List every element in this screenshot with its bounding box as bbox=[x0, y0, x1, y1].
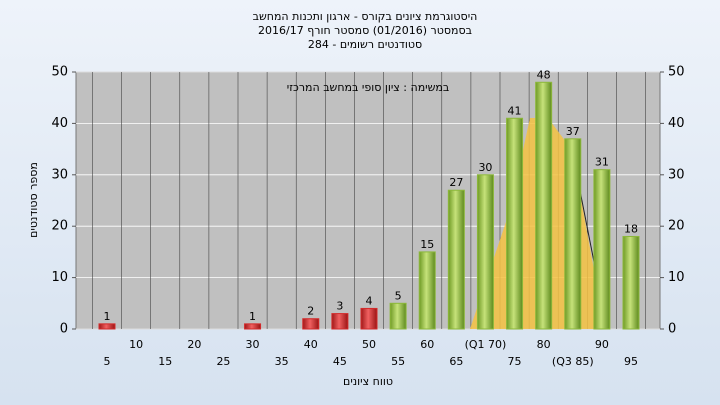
value-label: 5 bbox=[395, 289, 402, 302]
x-tick-label: 45 bbox=[333, 355, 347, 368]
x-tick-label: 90 bbox=[595, 338, 609, 351]
y2-tick-label: 10 bbox=[668, 270, 685, 285]
y2-tick-label: 40 bbox=[668, 116, 685, 131]
y2-tick-label: 50 bbox=[668, 65, 685, 80]
bar bbox=[593, 169, 611, 330]
x-tick-label: 30 bbox=[246, 338, 260, 351]
y-tick-label: 30 bbox=[51, 167, 68, 182]
bar bbox=[389, 302, 407, 330]
value-label: 27 bbox=[449, 176, 463, 189]
x-tick-label: 10 bbox=[129, 338, 143, 351]
y2-tick-label: 0 bbox=[668, 322, 676, 337]
y2-tick-label: 30 bbox=[668, 167, 685, 182]
y-tick-label: 20 bbox=[51, 219, 68, 234]
bar bbox=[418, 251, 436, 330]
bar bbox=[331, 313, 349, 330]
value-label: 1 bbox=[249, 310, 256, 323]
x-tick-label: 65 bbox=[449, 355, 463, 368]
x-tick-label: (Q1 70) bbox=[465, 338, 507, 351]
x-tick-label: 60 bbox=[420, 338, 434, 351]
y-tick-label: 40 bbox=[51, 116, 68, 131]
bar bbox=[302, 318, 320, 330]
bar bbox=[447, 189, 465, 330]
y-tick-label: 50 bbox=[51, 65, 68, 80]
bar bbox=[564, 138, 582, 330]
bar bbox=[476, 174, 494, 330]
value-label: 18 bbox=[624, 222, 638, 235]
x-tick-label: 75 bbox=[508, 355, 522, 368]
x-tick-label: 5 bbox=[104, 355, 111, 368]
x-tick-label: 95 bbox=[624, 355, 638, 368]
x-tick-label: 20 bbox=[187, 338, 201, 351]
annotation: במשימה : ציון סופי במחשב המרכזי bbox=[287, 81, 450, 94]
x-tick-label: 25 bbox=[216, 355, 230, 368]
y-tick-label: 0 bbox=[60, 322, 68, 337]
value-label: 1 bbox=[104, 310, 111, 323]
bar bbox=[98, 323, 116, 330]
x-tick-label: 55 bbox=[391, 355, 405, 368]
x-tick-label: 50 bbox=[362, 338, 376, 351]
x-tick-label: 15 bbox=[158, 355, 172, 368]
title-line: בסמסטר (01/2016) סמסטר חורף 2016/17 bbox=[258, 24, 472, 37]
bar bbox=[535, 81, 553, 330]
x-axis-label: טווח ציונים bbox=[343, 375, 393, 388]
value-label: 48 bbox=[537, 68, 551, 81]
value-label: 37 bbox=[566, 125, 580, 138]
title-line: סטודנטים רשומים - 284 bbox=[308, 38, 422, 51]
y-tick-label: 10 bbox=[51, 270, 68, 285]
value-label: 3 bbox=[336, 300, 343, 313]
value-label: 2 bbox=[307, 305, 314, 318]
bar bbox=[506, 117, 524, 330]
value-label: 30 bbox=[478, 161, 492, 174]
value-label: 15 bbox=[420, 238, 434, 251]
x-tick-label: (Q3 85) bbox=[552, 355, 594, 368]
title-line: היסטוגרמת ציונים בקורס - ארגון ותכנות המ… bbox=[253, 10, 478, 23]
x-tick-label: 35 bbox=[275, 355, 289, 368]
y-axis-label: מספר סטודנטים bbox=[27, 162, 40, 238]
x-tick-label: 80 bbox=[537, 338, 551, 351]
x-tick-label: 40 bbox=[304, 338, 318, 351]
value-label: 4 bbox=[366, 294, 373, 307]
value-label: 41 bbox=[508, 104, 522, 117]
bar bbox=[622, 235, 640, 330]
y2-tick-label: 20 bbox=[668, 219, 685, 234]
bar bbox=[360, 307, 378, 330]
value-label: 31 bbox=[595, 156, 609, 169]
bar bbox=[244, 323, 262, 330]
